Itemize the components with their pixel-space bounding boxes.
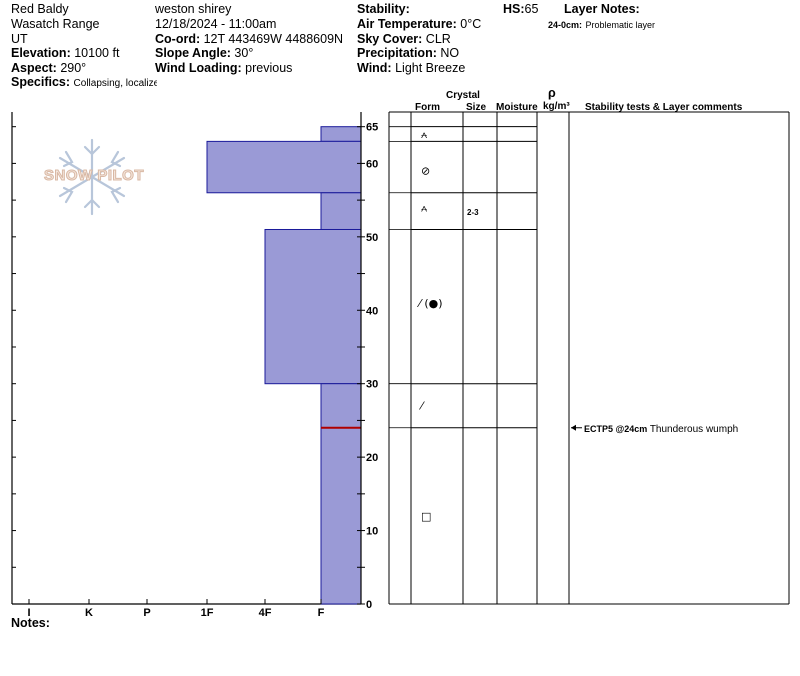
- crystal-header: Crystal: [446, 90, 480, 101]
- stability-test-annotation: ECTP5 @24cm Thunderous wumph: [584, 424, 738, 435]
- state-name: UT: [11, 32, 28, 46]
- hardness-tick-label: 4F: [259, 607, 272, 619]
- hs-value: 65: [524, 2, 539, 16]
- layer-note: 24-0cm: Problematic layer: [548, 17, 655, 33]
- location-name: Red Baldy: [11, 2, 69, 16]
- specifics-field: Specifics: Collapsing, localized: [11, 75, 157, 91]
- stability-test-result: ECTP5 @24cm: [584, 424, 650, 434]
- hardness-bar: [206, 140, 362, 194]
- crystal-form-symbol: □: [421, 510, 431, 523]
- aspect-label: Aspect:: [11, 61, 57, 75]
- specifics-label: Specifics:: [11, 75, 71, 89]
- layer-note-text: Problematic layer: [585, 20, 656, 30]
- crystal-form-symbol: ⊘: [421, 165, 430, 178]
- coord-field: Co-ord: 12T 443469W 4488609N: [155, 32, 343, 47]
- aspect-value: 290°: [60, 61, 87, 75]
- wind-loading-field: Wind Loading: previous: [155, 61, 292, 76]
- hs-field: HS:65: [503, 2, 538, 17]
- air-temp-field: Air Temperature: 0°C: [357, 17, 481, 32]
- hardness-bar: [320, 383, 362, 429]
- hardness-tick-label: 1F: [201, 607, 214, 619]
- hardness-bar: [320, 126, 362, 142]
- hardness-tick-label: K: [85, 607, 93, 619]
- air-temp-label: Air Temperature:: [357, 17, 457, 31]
- specifics-value: Collapsing, localized: [73, 78, 157, 89]
- coord-value: 12T 443469W 4488609N: [203, 32, 344, 46]
- precip-value: NO: [440, 46, 460, 60]
- elevation-field: Elevation: 10100 ft: [11, 46, 119, 61]
- stability-label: Stability:: [357, 2, 410, 16]
- crystal-form-symbol: ⩜: [421, 201, 427, 214]
- height-tick-label: 30: [366, 379, 378, 391]
- rho-header: ρ: [548, 86, 556, 100]
- hardness-tick-label: P: [143, 607, 150, 619]
- density-unit-header: kg/m³: [543, 101, 570, 112]
- air-temp-value: 0°C: [460, 17, 482, 31]
- wind-value: Light Breeze: [395, 61, 466, 75]
- wind-field: Wind: Light Breeze: [357, 61, 465, 76]
- slope-label: Slope Angle:: [155, 46, 231, 60]
- hardness-bar: [320, 427, 362, 605]
- notes-label: Notes:: [11, 616, 50, 630]
- hardness-bar: [264, 228, 362, 385]
- height-tick-label: 60: [366, 158, 378, 170]
- wind-loading-label: Wind Loading:: [155, 61, 242, 75]
- stability-test-comment: Thunderous wumph: [650, 424, 738, 435]
- size-header: Size: [466, 102, 487, 113]
- snowpilot-logo: SNOW PILOT: [30, 137, 160, 217]
- hs-label: HS:: [503, 2, 525, 16]
- elevation-label: Elevation:: [11, 46, 71, 60]
- snowflake-icon: [58, 138, 126, 216]
- height-tick-label: 20: [366, 452, 378, 464]
- stability-comments-header: Stability tests & Layer comments: [585, 102, 743, 113]
- height-tick-label: 50: [366, 232, 378, 244]
- stability-test-arrow-icon: [571, 424, 576, 431]
- crystal-size-label: 2-3: [467, 208, 479, 217]
- crystal-form-symbol: ⩜: [421, 128, 427, 141]
- moisture-header: Moisture: [496, 102, 538, 113]
- hardness-tick-label: F: [318, 607, 325, 619]
- layer-notes-label: Layer Notes:: [564, 2, 640, 16]
- slope-value: 30°: [234, 46, 254, 60]
- precip-label: Precipitation:: [357, 46, 437, 60]
- precip-field: Precipitation: NO: [357, 46, 459, 61]
- sky-field: Sky Cover: CLR: [357, 32, 451, 47]
- coord-label: Co-ord:: [155, 32, 201, 46]
- snowpilot-logo-text: SNOW PILOT: [44, 167, 145, 185]
- hardness-tick-label: I: [27, 607, 30, 619]
- range-name: Wasatch Range: [11, 17, 100, 31]
- height-tick-label: 65: [366, 122, 378, 134]
- form-header: Form: [415, 102, 440, 113]
- crystal-form-symbol: ⁄: [418, 400, 425, 413]
- observer-name: weston shirey: [155, 2, 232, 16]
- height-tick-label: 10: [366, 526, 378, 538]
- layer-note-range: 24-0cm:: [548, 20, 583, 30]
- wind-label: Wind:: [357, 61, 392, 75]
- elevation-value: 10100 ft: [74, 46, 120, 60]
- obs-datetime: 12/18/2024 - 11:00am: [155, 17, 277, 31]
- height-tick-label: 0: [366, 599, 372, 611]
- sky-value: CLR: [425, 32, 451, 46]
- aspect-field: Aspect: 290°: [11, 61, 86, 76]
- slope-field: Slope Angle: 30°: [155, 46, 253, 61]
- crystal-form-symbol: ⁄ (●): [416, 297, 443, 310]
- sky-label: Sky Cover:: [357, 32, 423, 46]
- height-tick-label: 40: [366, 305, 378, 317]
- wind-loading-value: previous: [245, 61, 293, 75]
- hardness-bar: [320, 192, 362, 230]
